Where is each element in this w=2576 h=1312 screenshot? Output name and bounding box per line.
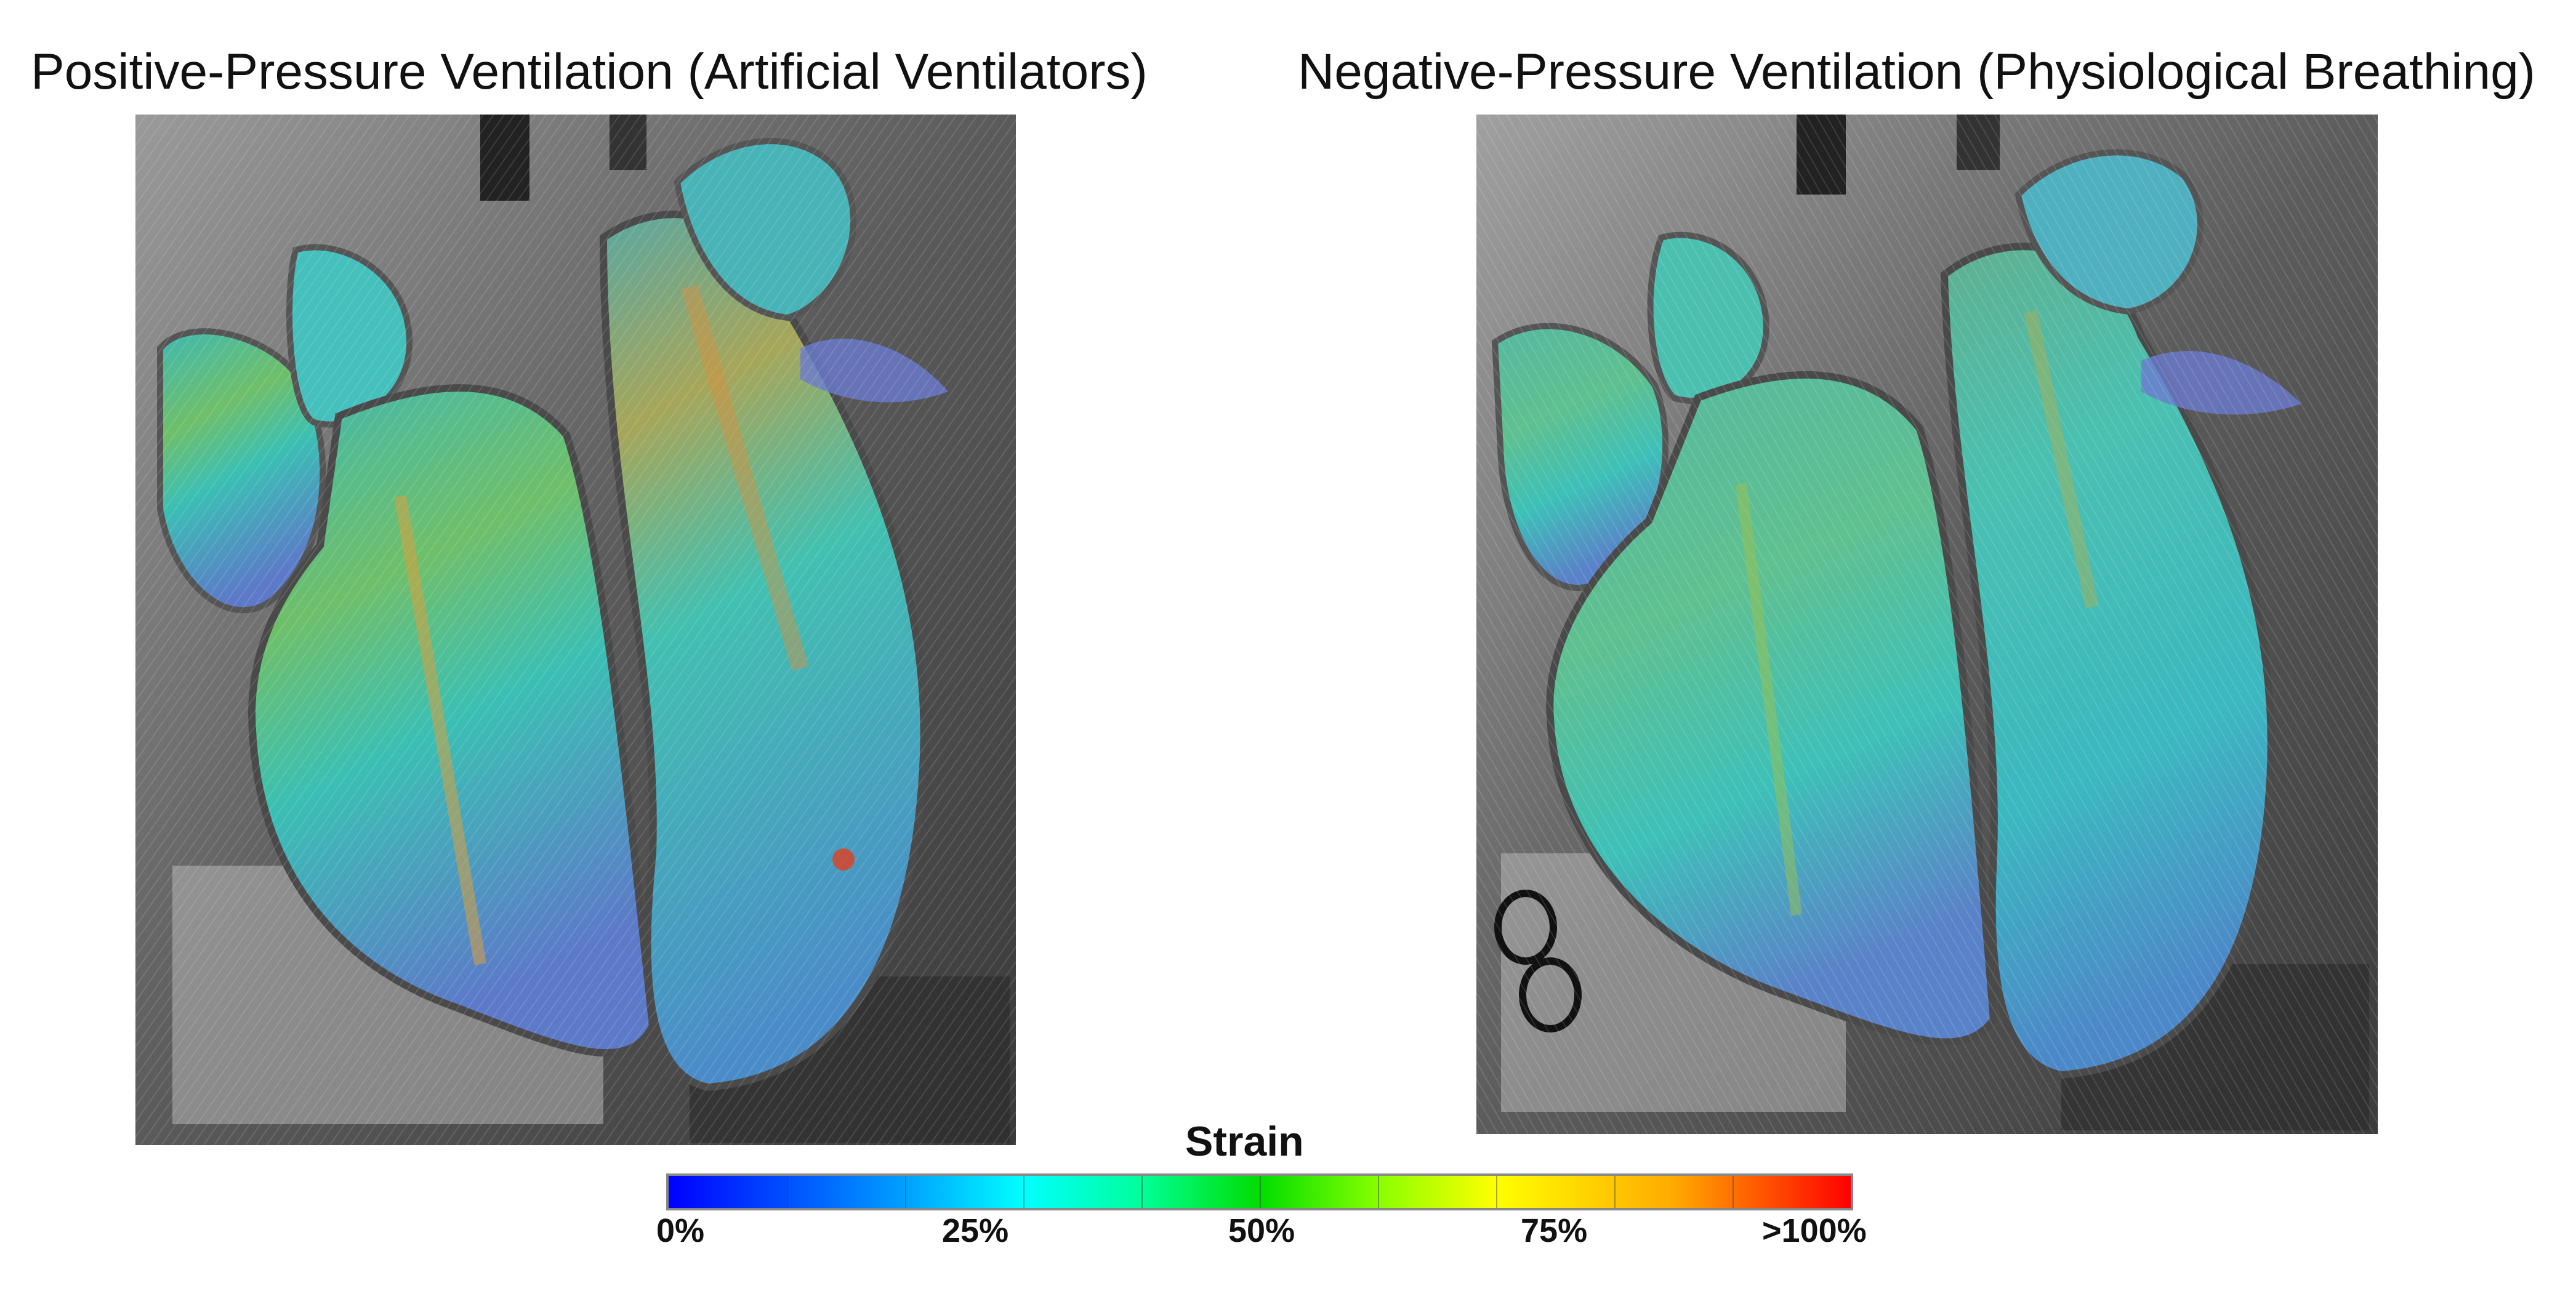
panel-title-positive-pressure: Positive-Pressure Ventilation (Artificia… xyxy=(31,44,1148,100)
colorbar-label-100: >100% xyxy=(1762,1212,1867,1249)
colorbar-tick xyxy=(787,1176,788,1208)
colorbar-tick xyxy=(1141,1176,1143,1208)
panel-title-negative-pressure: Negative-Pressure Ventilation (Physiolog… xyxy=(1298,44,2536,100)
colorbar-tick xyxy=(1614,1176,1616,1208)
colorbar-tick xyxy=(1378,1176,1379,1208)
lung-strain-illustration-negative xyxy=(1476,115,2378,1134)
strain-colorbar xyxy=(666,1173,1853,1210)
lung-strain-photo-positive xyxy=(135,115,1016,1145)
colorbar-tick xyxy=(1496,1176,1497,1208)
colorbar-title: Strain xyxy=(1185,1118,1304,1165)
colorbar-tick xyxy=(1023,1176,1024,1208)
lung-strain-photo-negative xyxy=(1476,115,2378,1134)
colorbar-tick xyxy=(1260,1176,1261,1208)
colorbar-label-25: 25% xyxy=(942,1212,1009,1249)
colorbar-tick xyxy=(1733,1176,1734,1208)
colorbar-label-75: 75% xyxy=(1521,1212,1588,1249)
colorbar-label-0: 0% xyxy=(656,1212,705,1249)
lung-strain-illustration-positive xyxy=(135,115,1016,1145)
colorbar-label-50: 50% xyxy=(1228,1212,1295,1249)
colorbar-tick xyxy=(905,1176,906,1208)
